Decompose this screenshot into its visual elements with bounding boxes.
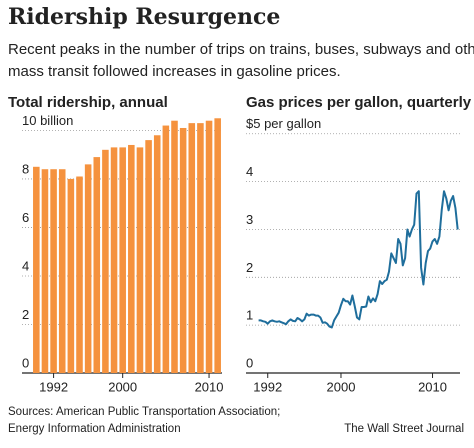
y-tick-label: 6 bbox=[22, 210, 29, 225]
y-tick-label: 2 bbox=[246, 260, 253, 275]
bar bbox=[214, 118, 221, 374]
chart-title: Total ridership, annual bbox=[8, 94, 168, 111]
y-tick-label: 1 bbox=[246, 308, 253, 323]
source: Energy Information Administration bbox=[8, 423, 181, 435]
x-tick-label: 2000 bbox=[327, 379, 356, 394]
bar bbox=[102, 149, 109, 373]
x-tick-label: 2000 bbox=[108, 379, 137, 394]
bar bbox=[153, 135, 161, 373]
bar bbox=[119, 147, 126, 373]
bar bbox=[162, 125, 170, 373]
y-tick-label: 10 billion bbox=[22, 113, 73, 128]
subtitle: Recent peaks in the number of trips on t… bbox=[8, 41, 474, 58]
bar bbox=[110, 147, 118, 373]
page-title: Ridership Resurgence bbox=[8, 4, 280, 30]
bar bbox=[197, 123, 204, 373]
bar bbox=[179, 127, 187, 374]
bar bbox=[41, 169, 49, 373]
bar bbox=[50, 169, 57, 373]
chart-title: Gas prices per gallon, quarterly bbox=[246, 94, 472, 111]
bar bbox=[171, 120, 178, 373]
bar bbox=[67, 178, 75, 373]
bar bbox=[84, 164, 92, 373]
bar bbox=[128, 144, 135, 373]
bar bbox=[136, 147, 144, 373]
y-tick-label: 0 bbox=[246, 355, 253, 370]
bar bbox=[205, 120, 213, 373]
credit: The Wall Street Journal bbox=[344, 423, 464, 435]
x-tick-label: 1992 bbox=[253, 379, 282, 394]
bar bbox=[145, 140, 152, 373]
x-tick-label: 2010 bbox=[195, 379, 224, 394]
y-tick-label: 0 bbox=[22, 355, 29, 370]
x-tick-label: 2010 bbox=[418, 379, 447, 394]
x-tick-label: 1992 bbox=[39, 379, 68, 394]
subtitle: mass transit followed increases in gasol… bbox=[8, 63, 341, 80]
line bbox=[258, 190, 459, 329]
bar bbox=[188, 123, 196, 373]
bar bbox=[76, 176, 83, 373]
y-tick-label: 8 bbox=[22, 161, 29, 176]
y-tick-label: $5 per gallon bbox=[246, 116, 321, 131]
source: Sources: American Public Transportation … bbox=[8, 406, 280, 418]
y-tick-label: 4 bbox=[246, 164, 253, 179]
bar bbox=[58, 169, 66, 373]
bar bbox=[93, 157, 101, 373]
y-tick-label: 4 bbox=[22, 258, 29, 273]
y-tick-label: 2 bbox=[22, 307, 29, 322]
y-tick-label: 3 bbox=[246, 212, 253, 227]
bar bbox=[33, 166, 40, 373]
